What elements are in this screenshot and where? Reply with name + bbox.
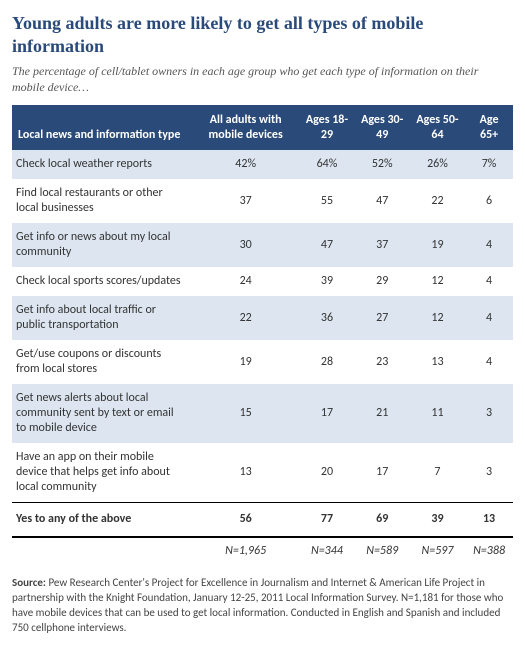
table-row: Find local restaurants or other local bu… [12, 179, 513, 223]
cell: 36 [299, 296, 354, 340]
table-row: Check local weather reports 42% 64% 52% … [12, 150, 513, 179]
table-row: Get info or news about my local communit… [12, 223, 513, 267]
row-label: Have an app on their mobile device that … [12, 443, 192, 503]
table-row: Get info about local traffic or public t… [12, 296, 513, 340]
cell: 4 [465, 223, 513, 267]
cell: 47 [355, 179, 410, 223]
row-label: Find local restaurants or other local bu… [12, 179, 192, 223]
cell: 64% [299, 150, 354, 179]
table-row: Get/use coupons or discounts from local … [12, 340, 513, 384]
page-title: Young adults are more likely to get all … [12, 12, 513, 57]
n-cell: N=597 [410, 537, 465, 566]
cell: 52% [355, 150, 410, 179]
cell: 22 [192, 296, 299, 340]
cell: 17 [355, 443, 410, 503]
cell: 20 [299, 443, 354, 503]
n-row: N=1,965 N=344 N=589 N=597 N=388 [12, 537, 513, 566]
col-header-all: All adults with mobile devices [192, 105, 299, 150]
cell: 37 [355, 223, 410, 267]
cell: 55 [299, 179, 354, 223]
cell: 37 [192, 179, 299, 223]
cell: 30 [192, 223, 299, 267]
cell: 22 [410, 179, 465, 223]
n-cell: N=344 [299, 537, 354, 566]
page-subtitle: The percentage of cell/tablet owners in … [12, 63, 513, 95]
cell: 28 [299, 340, 354, 384]
row-label: Check local weather reports [12, 150, 192, 179]
summary-cell: 13 [465, 503, 513, 538]
summary-cell: 77 [299, 503, 354, 538]
col-header-50-64: Ages 50-64 [410, 105, 465, 150]
table-body: Check local weather reports 42% 64% 52% … [12, 150, 513, 566]
table-row: Check local sports scores/updates 24 39 … [12, 267, 513, 296]
cell: 12 [410, 296, 465, 340]
n-cell: N=388 [465, 537, 513, 566]
cell: 3 [465, 384, 513, 443]
table-row: Have an app on their mobile device that … [12, 443, 513, 503]
cell: 4 [465, 296, 513, 340]
table-row: Get news alerts about local community se… [12, 384, 513, 443]
summary-cell: 69 [355, 503, 410, 538]
row-label: Get/use coupons or discounts from local … [12, 340, 192, 384]
cell: 19 [192, 340, 299, 384]
cell: 39 [299, 267, 354, 296]
cell: 29 [355, 267, 410, 296]
cell: 47 [299, 223, 354, 267]
cell: 15 [192, 384, 299, 443]
source-note: Source: Pew Research Center's Project fo… [12, 576, 513, 635]
n-cell: N=589 [355, 537, 410, 566]
source-text: Pew Research Center's Project for Excell… [12, 576, 503, 634]
source-label: Source: [12, 576, 46, 589]
n-blank [12, 537, 192, 566]
summary-cell: 39 [410, 503, 465, 538]
row-label: Check local sports scores/updates [12, 267, 192, 296]
cell: 4 [465, 340, 513, 384]
cell: 12 [410, 267, 465, 296]
row-label: Get info about local traffic or public t… [12, 296, 192, 340]
cell: 42% [192, 150, 299, 179]
cell: 6 [465, 179, 513, 223]
cell: 4 [465, 267, 513, 296]
cell: 7% [465, 150, 513, 179]
cell: 19 [410, 223, 465, 267]
cell: 23 [355, 340, 410, 384]
summary-cell: 56 [192, 503, 299, 538]
n-cell: N=1,965 [192, 537, 299, 566]
cell: 21 [355, 384, 410, 443]
cell: 3 [465, 443, 513, 503]
col-header-18-29: Ages 18-29 [299, 105, 354, 150]
col-header-65: Age 65+ [465, 105, 513, 150]
data-table: Local news and information type All adul… [12, 105, 513, 566]
cell: 26% [410, 150, 465, 179]
col-header-30-49: Ages 30-49 [355, 105, 410, 150]
cell: 17 [299, 384, 354, 443]
cell: 24 [192, 267, 299, 296]
row-label: Get info or news about my local communit… [12, 223, 192, 267]
cell: 11 [410, 384, 465, 443]
cell: 27 [355, 296, 410, 340]
cell: 7 [410, 443, 465, 503]
summary-row: Yes to any of the above 56 77 69 39 13 [12, 503, 513, 538]
cell: 13 [192, 443, 299, 503]
cell: 13 [410, 340, 465, 384]
summary-label: Yes to any of the above [12, 503, 192, 538]
col-header-type: Local news and information type [12, 105, 192, 150]
header-row: Local news and information type All adul… [12, 105, 513, 150]
row-label: Get news alerts about local community se… [12, 384, 192, 443]
